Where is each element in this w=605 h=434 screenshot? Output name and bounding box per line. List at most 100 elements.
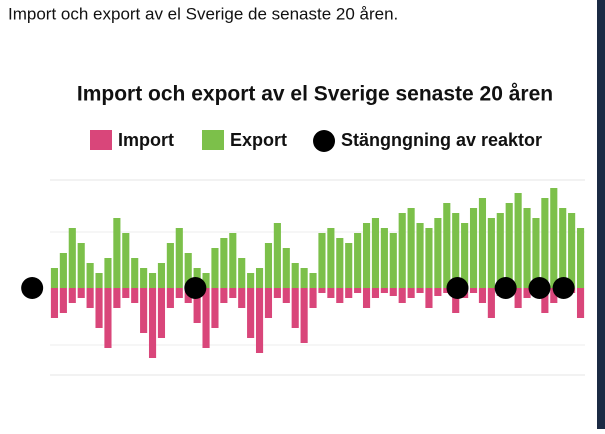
legend-swatch	[90, 130, 112, 150]
bar	[336, 288, 344, 303]
bar	[95, 288, 103, 328]
bar	[193, 288, 201, 323]
bar	[50, 288, 59, 318]
bar	[452, 288, 460, 313]
bar	[389, 233, 397, 288]
bar	[576, 228, 585, 288]
bar	[220, 238, 228, 288]
bar	[59, 253, 67, 288]
bar	[434, 288, 442, 296]
post-caption: Import och export av el Sverige de senas…	[8, 4, 398, 23]
bar	[398, 288, 406, 303]
bar	[255, 268, 264, 288]
legend-swatch	[202, 130, 224, 150]
bar	[131, 288, 139, 303]
bar	[398, 213, 406, 288]
bar	[452, 213, 460, 288]
legend: Import Export Stängngning av reaktor	[90, 130, 542, 152]
bar	[211, 248, 219, 288]
bar	[541, 198, 549, 288]
bar	[157, 263, 166, 288]
bar	[157, 288, 166, 338]
bar	[336, 238, 344, 288]
bar	[309, 288, 317, 308]
bar	[425, 288, 433, 308]
bar	[371, 288, 380, 298]
bar	[354, 288, 362, 293]
chart-title: Import och export av el Sverige senaste …	[77, 83, 553, 106]
bar	[113, 218, 121, 288]
bar	[282, 248, 290, 288]
event-marker	[446, 277, 469, 299]
event-marker	[21, 277, 44, 299]
bar	[362, 288, 371, 308]
bar	[300, 268, 308, 288]
bar	[514, 288, 522, 308]
bar	[184, 253, 192, 288]
bar	[576, 288, 585, 318]
bar	[550, 188, 558, 288]
bar	[104, 258, 112, 288]
bar	[550, 288, 558, 303]
bar	[407, 288, 415, 298]
bar	[291, 263, 299, 288]
legend-label: Import	[118, 130, 174, 150]
bar	[559, 208, 567, 288]
bar	[380, 288, 388, 293]
bar	[469, 208, 478, 288]
bar	[434, 218, 442, 288]
bar	[461, 223, 469, 288]
bar	[148, 273, 157, 288]
bar	[238, 258, 246, 288]
bar	[416, 288, 424, 293]
bar	[220, 288, 228, 303]
bar	[68, 228, 76, 288]
bar	[380, 228, 388, 288]
bar	[318, 288, 326, 293]
bar	[523, 288, 531, 298]
bar	[389, 288, 397, 296]
bar	[300, 288, 308, 343]
legend-marker	[313, 130, 336, 152]
event-marker	[528, 277, 551, 299]
bar	[202, 288, 210, 348]
legend-label: Stängngning av reaktor	[341, 130, 542, 150]
bar	[247, 288, 255, 338]
bar	[166, 288, 174, 308]
bar	[148, 288, 157, 358]
event-marker	[552, 277, 575, 299]
bar	[211, 288, 219, 328]
bar	[238, 288, 246, 308]
bar	[354, 233, 362, 288]
bar	[309, 273, 317, 288]
side-strip	[597, 0, 605, 429]
bar	[175, 228, 183, 288]
bar	[327, 288, 335, 298]
bar	[86, 263, 94, 288]
bar	[345, 243, 353, 288]
bar	[425, 228, 433, 288]
bar	[77, 288, 85, 298]
bar	[318, 233, 326, 288]
bar	[68, 288, 76, 303]
bar	[568, 213, 576, 288]
bar	[273, 223, 281, 288]
bar	[487, 288, 495, 318]
bar	[104, 288, 112, 348]
bar	[113, 288, 121, 308]
bar	[273, 288, 281, 298]
bar	[291, 288, 299, 328]
legend-label: Export	[230, 130, 287, 150]
bar	[327, 228, 335, 288]
bar	[416, 223, 424, 288]
bar	[229, 288, 237, 298]
bar	[532, 218, 540, 288]
bar	[487, 218, 495, 288]
bar	[469, 288, 478, 293]
bar	[362, 223, 371, 288]
plot	[21, 188, 585, 358]
bar	[59, 288, 67, 313]
bar	[131, 258, 139, 288]
